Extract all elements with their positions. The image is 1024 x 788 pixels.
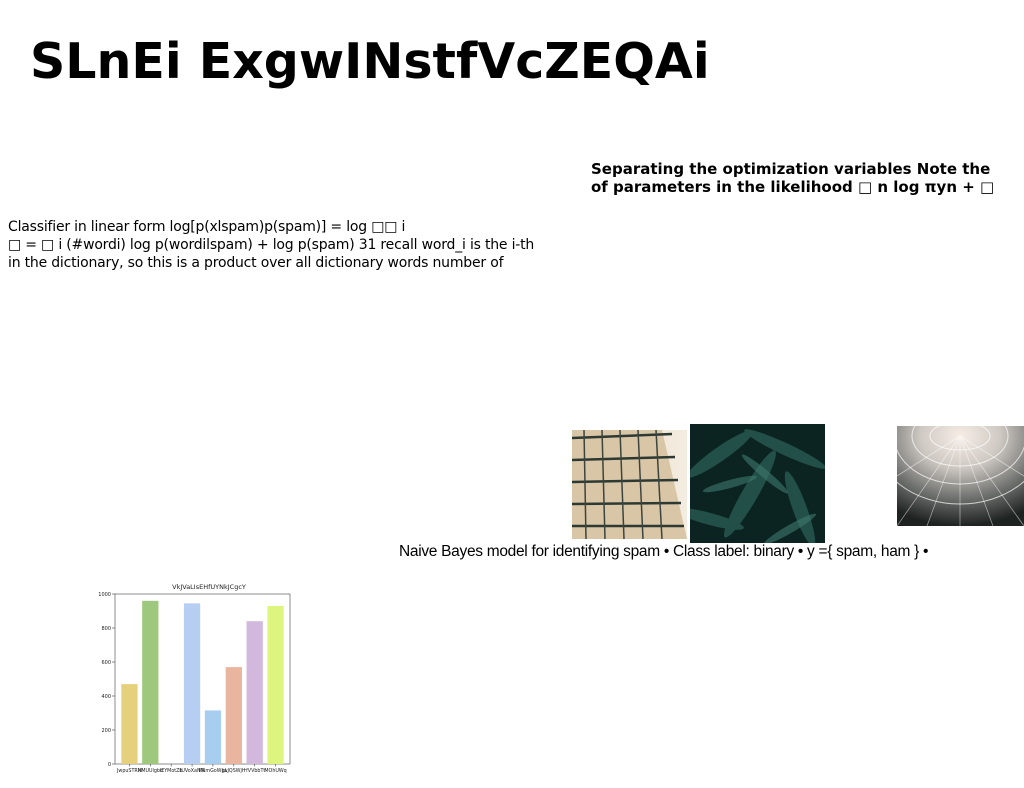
chart-title: VkJVaLIsEHfUYNkJCgcY xyxy=(172,583,246,591)
bar xyxy=(142,600,159,764)
page-title: SLnEi ExgwINstfVcZEQAi xyxy=(30,33,710,90)
y-tick-label: 400 xyxy=(101,694,111,700)
y-tick-label: 200 xyxy=(101,728,111,734)
lattice-dome-photo xyxy=(897,426,1024,526)
x-tick-label: rfVVbbTt xyxy=(244,768,265,774)
x-tick-label: JwJQSWjH xyxy=(221,768,246,774)
building-facade-photo xyxy=(572,430,687,539)
x-tick-label: MOhUWq xyxy=(264,768,286,774)
naive-bayes-caption: Naive Bayes model for identifying spam •… xyxy=(399,543,929,560)
bar xyxy=(225,667,242,764)
x-tick-label: lEYMotZb xyxy=(160,768,183,774)
x-tick-label: JwpuSTRM xyxy=(116,768,142,774)
x-tick-label: KNmGoWqL xyxy=(199,768,228,774)
bar xyxy=(183,603,201,764)
y-tick-label: 0 xyxy=(108,762,111,768)
y-tick-label: 1000 xyxy=(98,592,111,598)
classifier-text-block: Classifier in linear form log[p(xlspam)p… xyxy=(8,219,535,271)
x-tick-label: NMUUlgbo xyxy=(138,768,163,774)
bar xyxy=(121,684,138,764)
bar xyxy=(204,710,222,764)
x-tick-label: IUVoXaNN xyxy=(180,768,205,774)
bar xyxy=(267,605,284,764)
bar-chart: VkJVaLIsEHfUYNkJCgcY 0 200 400 600 800 1000 Jw… xyxy=(95,580,295,778)
fern-leaves-photo xyxy=(690,424,825,543)
optimization-text-block: Separating the optimization variables No… xyxy=(591,160,995,196)
y-tick-label: 800 xyxy=(101,626,111,632)
chart-frame xyxy=(114,593,291,765)
y-tick-label: 600 xyxy=(101,660,111,666)
bar xyxy=(246,621,263,764)
